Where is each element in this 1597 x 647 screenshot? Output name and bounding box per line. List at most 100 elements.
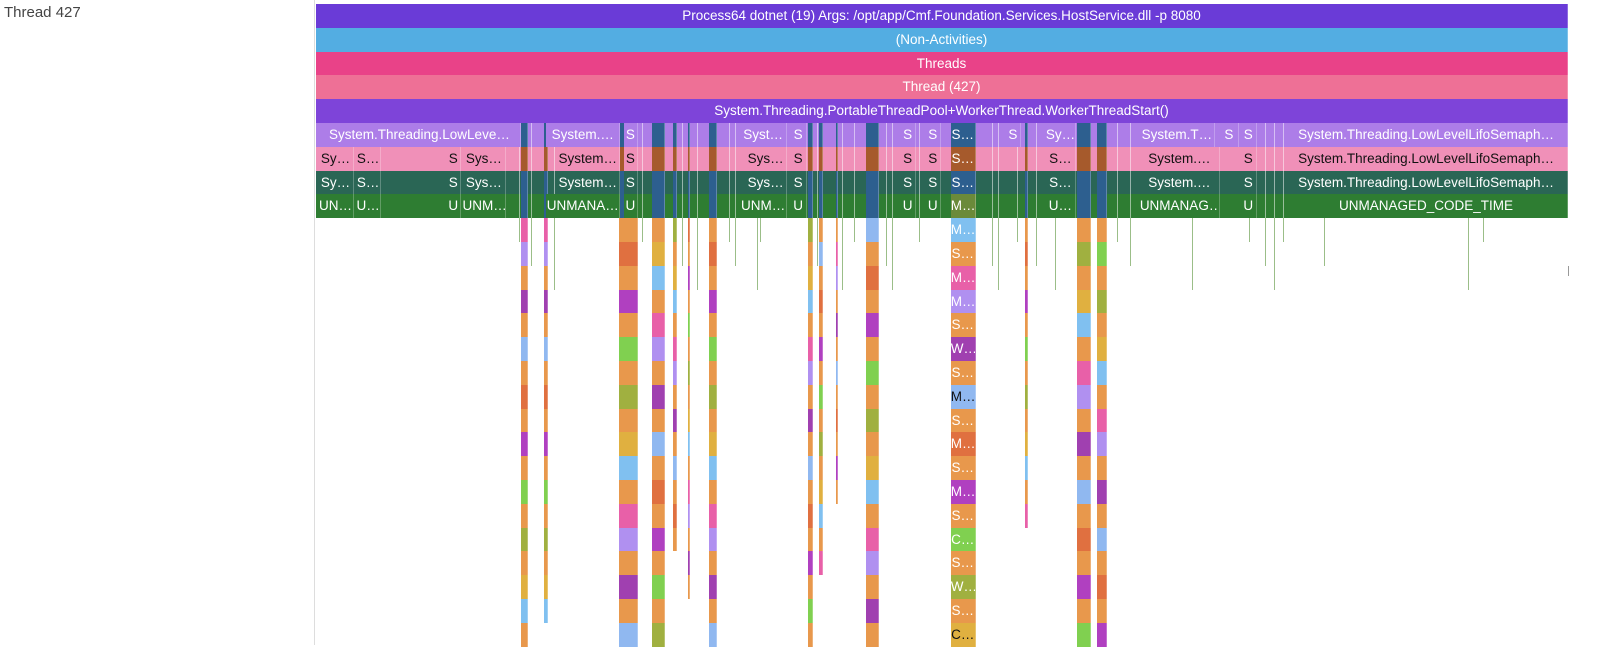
stack-frame[interactable] [808, 527, 814, 552]
stack-frame[interactable] [865, 432, 880, 457]
frame-sliver[interactable] [865, 123, 880, 147]
stack-frame[interactable] [1077, 218, 1091, 242]
frame-sliver[interactable] [819, 123, 824, 147]
stack-frame[interactable] [521, 575, 528, 599]
stack-sliver[interactable] [735, 218, 737, 266]
stack-sliver[interactable] [998, 218, 1000, 290]
stack-frame[interactable] [709, 503, 717, 528]
frame-sliver[interactable] [531, 170, 533, 195]
frame-sliver[interactable] [521, 194, 528, 219]
stack-sliver[interactable] [756, 218, 758, 290]
frame-sliver[interactable] [854, 123, 856, 147]
frame-sliver[interactable] [1097, 194, 1108, 219]
stack-frame[interactable]: S… [950, 599, 976, 623]
stack-frame[interactable] [1024, 456, 1029, 480]
frame[interactable]: S [446, 146, 462, 171]
stack-frame[interactable] [651, 361, 666, 385]
stack-frame[interactable]: M… [950, 384, 976, 409]
frame-sliver[interactable] [885, 146, 887, 171]
stack-frame[interactable] [1077, 527, 1091, 552]
stack-frame[interactable] [709, 408, 717, 433]
stack-frame[interactable] [687, 361, 691, 385]
stack-frame[interactable] [819, 503, 824, 528]
frame[interactable]: U [790, 194, 807, 219]
stack-frame[interactable] [618, 384, 638, 409]
stack-sliver[interactable] [1117, 218, 1119, 242]
frame[interactable]: System.… [1139, 170, 1220, 195]
frame[interactable]: U [623, 194, 638, 219]
frame[interactable]: S… [356, 146, 382, 171]
stack-frame[interactable] [819, 289, 824, 314]
frame-sliver[interactable] [992, 194, 994, 219]
stack-frame[interactable] [1097, 527, 1108, 552]
stack-frame[interactable] [1077, 622, 1091, 647]
stack-frame[interactable] [709, 313, 717, 338]
stack-frame[interactable] [687, 408, 691, 433]
stack-frame[interactable] [687, 527, 691, 552]
stack-frame[interactable] [521, 480, 528, 504]
frame-sliver[interactable] [998, 194, 1000, 219]
frame-sliver[interactable] [819, 146, 824, 171]
stack-frame[interactable] [618, 242, 638, 266]
stack-frame[interactable] [687, 432, 691, 457]
frame[interactable]: Sys… [462, 170, 507, 195]
stack-frame[interactable] [1097, 456, 1108, 480]
stack-sliver[interactable] [885, 218, 887, 266]
stack-frame[interactable] [521, 432, 528, 457]
stack-frame[interactable] [819, 551, 824, 576]
flame-row-1[interactable]: (Non-Activities) [316, 27, 1568, 52]
stack-frame[interactable] [1077, 337, 1091, 361]
stack-frame[interactable] [1077, 575, 1091, 599]
frame[interactable]: Sys… [745, 170, 787, 195]
frame[interactable]: System.… [546, 123, 621, 147]
stack-sliver[interactable] [841, 218, 843, 290]
stack-frame[interactable] [835, 242, 839, 266]
frame[interactable]: UNMANAG… [1139, 194, 1220, 219]
frame[interactable]: Sy… [1045, 123, 1076, 147]
frame-sliver[interactable] [1097, 123, 1108, 147]
frame-sliver[interactable] [1024, 123, 1029, 147]
stack-frame[interactable] [521, 265, 528, 290]
stack-frame[interactable] [1024, 480, 1029, 504]
stack-sliver[interactable] [1248, 218, 1250, 242]
stack-frame[interactable] [709, 337, 717, 361]
stack-frame[interactable] [543, 218, 548, 242]
frame-sliver[interactable] [651, 194, 666, 219]
stack-frame[interactable] [618, 361, 638, 385]
frame-sliver[interactable] [1282, 194, 1284, 219]
stack-frame[interactable] [835, 361, 839, 385]
stack-frame[interactable] [1024, 408, 1029, 433]
stack-frame[interactable] [618, 408, 638, 433]
stack-frame[interactable] [709, 218, 717, 242]
stack-frame[interactable] [709, 242, 717, 266]
frame-sliver[interactable] [835, 146, 839, 171]
stack-frame[interactable]: S… [950, 503, 976, 528]
frame-sliver[interactable] [709, 146, 717, 171]
stack-frame[interactable] [543, 456, 548, 480]
frame[interactable]: System… [556, 146, 621, 171]
frame-sliver[interactable] [885, 123, 887, 147]
frame-sliver[interactable] [687, 123, 691, 147]
stack-frame[interactable] [1024, 503, 1029, 528]
stack-frame[interactable] [672, 408, 677, 433]
stack-frame[interactable] [819, 527, 824, 552]
stack-frame[interactable] [1097, 599, 1108, 623]
frame-sliver[interactable] [1035, 194, 1037, 219]
frame-sliver[interactable] [696, 170, 698, 195]
frame-sliver[interactable] [1273, 194, 1275, 219]
stack-frame[interactable] [618, 551, 638, 576]
stack-frame[interactable] [521, 408, 528, 433]
stack-frame[interactable] [687, 265, 691, 290]
frame-sliver[interactable] [992, 170, 994, 195]
stack-sliver[interactable] [1035, 218, 1037, 266]
frame-sliver[interactable] [1117, 123, 1119, 147]
stack-frame[interactable] [819, 218, 824, 242]
frame-sliver[interactable] [518, 146, 520, 171]
stack-frame[interactable] [521, 456, 528, 480]
stack-frame[interactable] [808, 313, 814, 338]
frame-sliver[interactable] [553, 146, 555, 171]
stack-frame[interactable] [835, 265, 839, 290]
stack-frame[interactable] [865, 408, 880, 433]
stack-frame[interactable]: S… [950, 361, 976, 385]
frame-sliver[interactable] [854, 194, 856, 219]
